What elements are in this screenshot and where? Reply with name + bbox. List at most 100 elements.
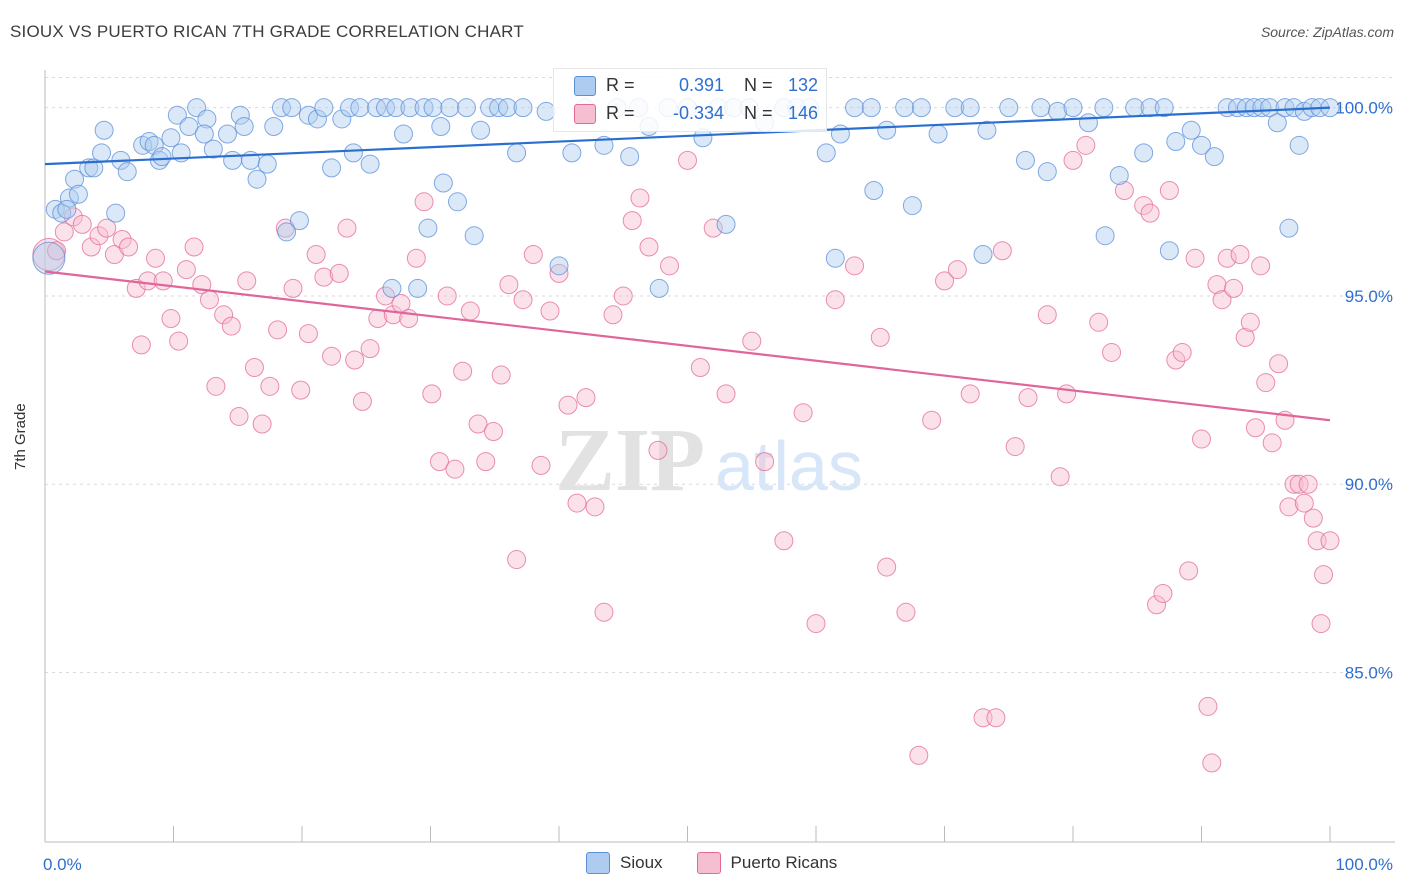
point-puerto-rican (935, 271, 954, 291)
point-puerto-rican (206, 376, 226, 396)
point-puerto-rican (613, 286, 633, 306)
point-sioux (864, 181, 884, 201)
point-puerto-rican (406, 248, 426, 268)
stats-row-pr: R = -0.334 N = 146 (574, 103, 818, 124)
point-sioux (197, 109, 217, 129)
point-puerto-rican (716, 384, 736, 404)
point-sioux (289, 211, 309, 231)
point-sioux (877, 120, 897, 140)
point-sioux (314, 98, 334, 118)
point-puerto-rican (337, 218, 357, 238)
point-puerto-rican (1320, 531, 1340, 551)
point-sioux (1063, 98, 1083, 118)
stats-n-value-sioux: 132 (788, 75, 819, 95)
chart-title: SIOUX VS PUERTO RICAN 7TH GRADE CORRELAT… (10, 22, 524, 41)
point-puerto-rican (468, 414, 488, 434)
point-puerto-rican (806, 614, 826, 634)
point-sioux (230, 105, 250, 125)
point-sioux (32, 241, 66, 275)
point-puerto-rican (414, 192, 434, 212)
point-puerto-rican (1159, 181, 1179, 201)
point-puerto-rican (72, 214, 92, 234)
point-puerto-rican (429, 452, 449, 472)
point-puerto-rican (161, 309, 181, 329)
point-puerto-rican (453, 361, 473, 381)
point-puerto-rican (648, 440, 668, 460)
point-sioux (394, 124, 414, 144)
y-tick-label: 95.0% (1345, 287, 1393, 306)
point-puerto-rican (585, 497, 605, 517)
point-puerto-rican (660, 256, 680, 276)
point-puerto-rican (909, 745, 929, 765)
point-puerto-rican (47, 241, 67, 261)
point-puerto-rican (1262, 433, 1282, 453)
y-tick-label: 100.0% (1335, 99, 1393, 118)
point-puerto-rican (483, 422, 503, 442)
point-puerto-rican (992, 241, 1012, 261)
point-puerto-rican (1269, 354, 1289, 374)
point-puerto-rican (1217, 248, 1237, 268)
point-puerto-rican (1235, 327, 1255, 347)
point-puerto-rican (126, 278, 146, 298)
point-puerto-rican (460, 301, 480, 321)
point-puerto-rican (345, 350, 365, 370)
point-sioux (973, 245, 993, 265)
stats-box: R = 0.391 N = 132 R = -0.334 N = 146 (553, 68, 827, 132)
point-sioux (1166, 132, 1186, 152)
point-sioux (139, 132, 159, 152)
point-sioux (203, 139, 223, 159)
point-sioux (194, 124, 214, 144)
point-sioux (423, 98, 443, 118)
point-puerto-rican (1294, 493, 1314, 513)
point-sioux (1279, 218, 1299, 238)
point-puerto-rican (146, 248, 166, 268)
legend-swatch-puerto-ricans (696, 852, 721, 874)
point-puerto-rican (476, 452, 496, 472)
point-puerto-rican (1212, 290, 1232, 310)
point-sioux (928, 124, 948, 144)
point-puerto-rican (870, 327, 890, 347)
point-sioux (1015, 150, 1035, 170)
point-puerto-rican (960, 384, 980, 404)
point-puerto-rican (437, 286, 457, 306)
point-puerto-rican (1224, 278, 1244, 298)
point-puerto-rican (184, 237, 204, 257)
point-puerto-rican (1037, 305, 1057, 325)
point-puerto-rican (322, 346, 342, 366)
point-puerto-rican (703, 218, 723, 238)
point-sioux (264, 116, 284, 136)
point-sioux (418, 218, 438, 238)
point-sioux (1095, 226, 1115, 246)
point-puerto-rican (1166, 350, 1186, 370)
stats-row-sioux: R = 0.391 N = 132 (574, 75, 818, 96)
point-sioux (161, 128, 181, 148)
stats-swatch-pr (574, 103, 596, 124)
point-sioux (1078, 113, 1098, 133)
point-sioux (945, 98, 965, 118)
legend: Sioux Puerto Ricans (586, 852, 857, 874)
point-sioux (257, 154, 277, 174)
point-puerto-rican (329, 263, 349, 283)
legend-item-sioux[interactable]: Sioux (586, 852, 663, 874)
stats-r-value-sioux: 0.391 (678, 75, 724, 95)
stats-n-label: N = (744, 103, 773, 123)
point-sioux (1181, 120, 1201, 140)
point-sioux (1260, 98, 1280, 118)
point-puerto-rican (1102, 342, 1122, 362)
point-sioux (911, 98, 931, 118)
point-puerto-rican (1251, 256, 1271, 276)
point-puerto-rican (54, 222, 74, 242)
point-puerto-rican (283, 278, 303, 298)
point-sioux (440, 98, 460, 118)
point-puerto-rican (1245, 418, 1265, 438)
point-puerto-rican (630, 188, 650, 208)
point-puerto-rican (1050, 467, 1070, 487)
point-sioux (217, 124, 237, 144)
point-sioux (895, 98, 915, 118)
series-puerto-ricans (32, 135, 1340, 773)
point-puerto-rican (549, 263, 569, 283)
point-sioux (960, 98, 980, 118)
point-puerto-rican (576, 388, 596, 408)
legend-item-puerto-ricans[interactable]: Puerto Ricans (696, 852, 837, 874)
point-puerto-rican (947, 260, 967, 280)
